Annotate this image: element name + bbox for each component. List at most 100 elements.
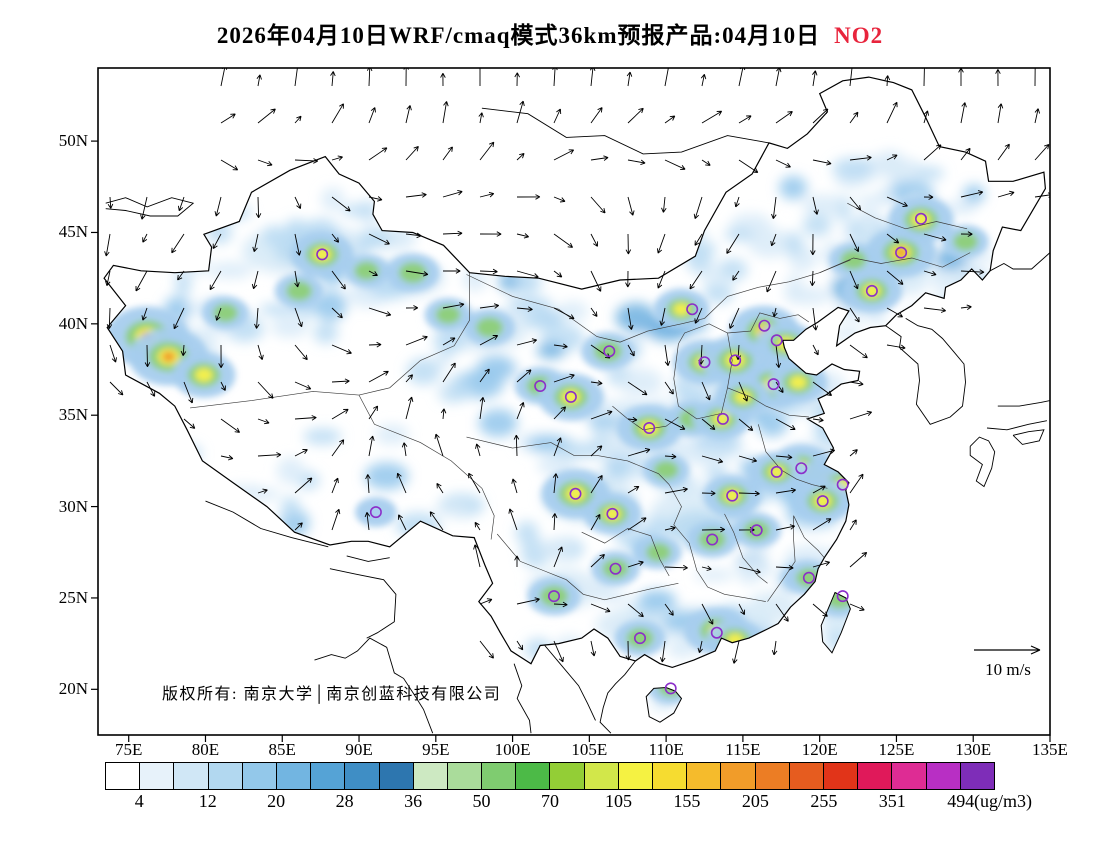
city-marker [316,248,329,261]
lon-tick-label: 95E [422,740,450,759]
city-marker [836,590,849,603]
colorbar-tick-label: 105 [604,791,632,811]
lat-tick-label: 20N [58,679,88,699]
city-marker [816,495,829,508]
city-marker [686,303,699,316]
colorbar-labels: 4 12 20 28 36 50 70 105 155 205 255 351 494 [105,791,995,815]
colorbar-tick-label: 20 [267,791,286,811]
city-marker [758,319,771,332]
lon-tick-label: 130E [955,740,992,759]
colorbar-tick-label: 12 [198,791,217,811]
colorbar-cell [311,763,346,789]
colorbar-cell [550,763,585,789]
lat-tick-label: 45N [58,222,88,242]
colorbar-tick-label: 155 [673,791,701,811]
colorbar-cell [482,763,517,789]
colorbar-cell [584,763,619,789]
city-marker [726,489,739,502]
lon-tick-label: 125E [878,740,915,759]
city-marker [767,378,780,391]
lat-tick-label: 25N [58,587,88,607]
lon-tick-label: 110E [648,740,684,759]
colorbar-cell [823,763,859,789]
city-marker [698,356,711,369]
colorbar-cell [653,763,688,789]
colorbar-tick-label: 494 [947,791,975,811]
colorbar-tick-label: 255 [810,791,838,811]
city-marker [836,478,849,491]
colorbar-tick-label: 70 [541,791,559,811]
city-marker [534,379,547,392]
city-marker [606,507,619,520]
colorbar-cell [447,763,483,789]
city-marker [369,506,382,519]
city-marker [729,354,742,367]
colorbar-tick-label: 36 [404,791,423,811]
colorbar-cell [174,763,209,789]
wind-arrows [104,68,1050,664]
lat-tick-label: 30N [58,496,88,516]
colorbar-cell [721,763,756,789]
city-marker [609,562,622,575]
city-marker [750,524,763,537]
copyright-text: 版权所有: 南京大学│南京创蓝科技有限公司 [162,686,502,703]
city-marker [770,334,783,347]
lat-tick-label: 35N [58,405,88,425]
city-marker [770,465,783,478]
colorbar-cell [789,763,824,789]
city-marker [564,390,577,403]
lat-tick-label: 40N [58,313,88,333]
colorbar [105,762,995,790]
wind-reference-arrow [974,645,1041,655]
concentration-field [139,150,997,712]
colorbar-cell [379,763,414,789]
plot-frame [97,67,1051,736]
city-marker [914,212,927,225]
lat-tick-label: 50N [58,131,88,151]
page-title: 2026年04月10日WRF/cmaq模式36km预报产品:04月10日 NO2 [0,16,1100,50]
axis-ticks [91,140,1051,742]
title-text: 2026年04月10日WRF/cmaq模式36km预报产品:04月10日 [216,23,821,48]
lon-tick-label: 115E [725,740,761,759]
city-marker [603,345,616,358]
city-marker [547,590,560,603]
title-pollutant: NO2 [834,23,884,48]
city-marker [569,487,582,500]
map-area [103,68,1050,734]
colorbar-cell [687,763,722,789]
colorbar-cell [618,763,653,789]
lon-tick-label: 105E [571,740,608,759]
city-marker [895,246,908,259]
city-marker [633,632,646,645]
city-markers [316,212,927,695]
lon-tick-label: 75E [115,740,143,759]
lon-tick-label: 120E [801,740,838,759]
colorbar-cell [106,763,141,789]
wind-reference-label: 10 m/s [985,660,1031,679]
colorbar-cell [516,763,551,789]
city-marker [802,571,815,584]
city-marker [795,462,808,475]
coastlines [103,76,1050,734]
city-marker [716,412,729,425]
colorbar-cell [276,763,312,789]
lon-tick-label: 85E [268,740,296,759]
city-marker [643,421,656,434]
lon-tick-label: 100E [494,740,531,759]
colorbar-cell [926,763,961,789]
lon-tick-label: 90E [345,740,373,759]
colorbar-cell [345,763,380,789]
colorbar-cell [208,763,243,789]
colorbar-tick-label: 50 [472,791,491,811]
city-marker [865,284,878,297]
colorbar-cell [755,763,790,789]
colorbar-cell [242,763,277,789]
colorbar-cell [140,763,175,789]
colorbar-unit-label: (ug/m3) [974,791,1032,811]
colorbar-cell [413,763,448,789]
colorbar-tick-label: 28 [335,791,354,811]
hotspots [105,196,989,705]
lon-tick-label: 80E [191,740,220,759]
